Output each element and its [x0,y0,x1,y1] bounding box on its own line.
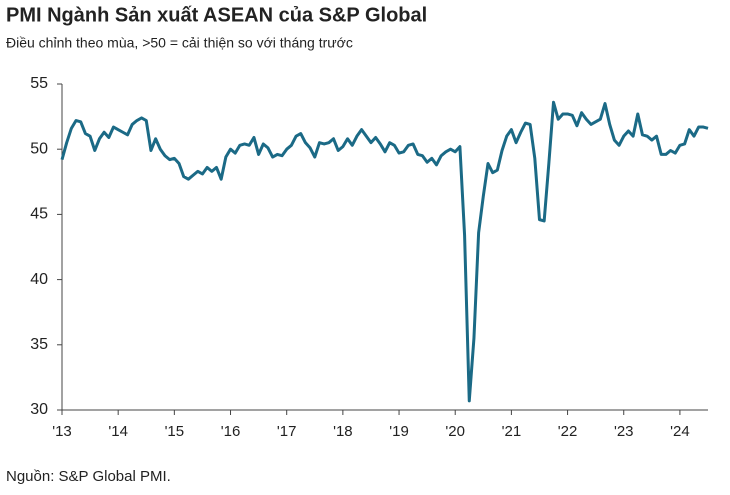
x-tick-label: '24 [670,423,690,440]
x-tick-label: '22 [558,423,578,440]
x-tick-label: '17 [277,423,297,440]
y-tick-label: 50 [30,140,48,157]
x-tick-label: '19 [389,423,409,440]
line-series [60,100,709,403]
x-tick-label: '16 [221,423,241,440]
x-tick-label: '18 [333,423,353,440]
x-tick-label: '14 [108,423,128,440]
y-tick-label: 55 [30,75,48,92]
y-tick-label: 30 [30,401,48,418]
y-tick-label: 45 [30,206,48,223]
chart-subtitle: Điều chỉnh theo mùa, >50 = cải thiện so … [6,35,353,51]
x-tick-label: '20 [445,423,465,440]
y-tick-label: 35 [30,336,48,353]
x-tick-label: '21 [502,423,522,440]
x-tick-label: '15 [165,423,185,440]
source: Nguồn: S&P Global PMI. [6,468,171,485]
x-tick-label: '23 [614,423,634,440]
y-tick-label: 40 [30,271,48,288]
x-tick-label: '13 [52,423,72,440]
chart-title: PMI Ngành Sản xuất ASEAN của S&P Global [6,4,427,26]
